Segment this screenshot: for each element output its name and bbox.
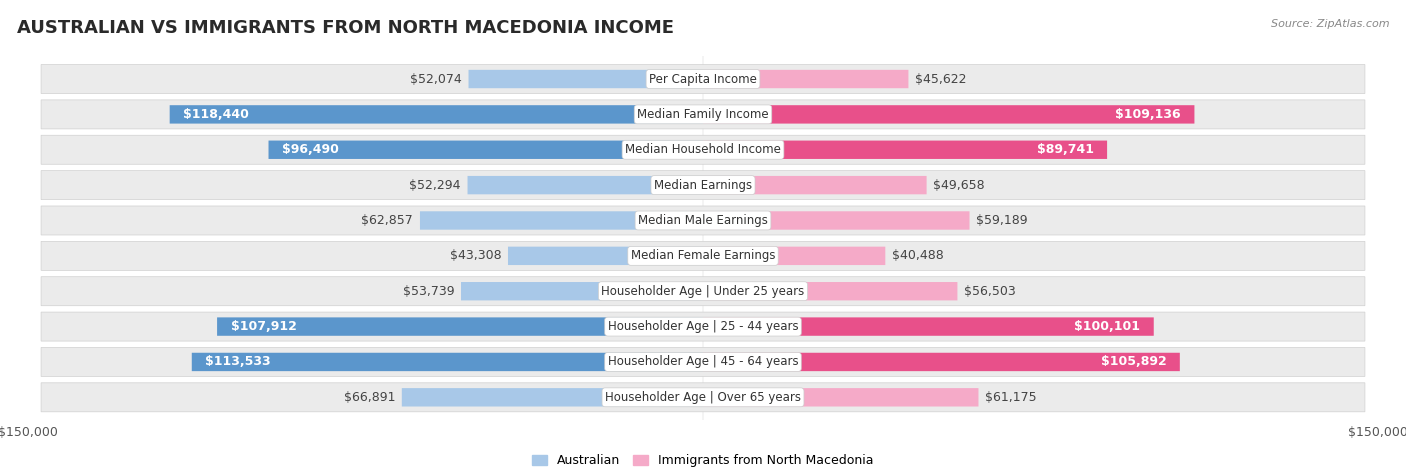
Text: $49,658: $49,658 xyxy=(934,178,986,191)
FancyBboxPatch shape xyxy=(703,282,957,300)
FancyBboxPatch shape xyxy=(703,247,886,265)
FancyBboxPatch shape xyxy=(508,247,703,265)
FancyBboxPatch shape xyxy=(703,176,927,194)
Text: $89,741: $89,741 xyxy=(1036,143,1094,156)
FancyBboxPatch shape xyxy=(41,277,1365,306)
Text: Householder Age | 45 - 64 years: Householder Age | 45 - 64 years xyxy=(607,355,799,368)
Text: $109,136: $109,136 xyxy=(1115,108,1181,121)
Text: $52,074: $52,074 xyxy=(411,72,461,85)
Text: $105,892: $105,892 xyxy=(1101,355,1167,368)
FancyBboxPatch shape xyxy=(41,312,1365,341)
Text: $100,101: $100,101 xyxy=(1074,320,1140,333)
FancyBboxPatch shape xyxy=(420,211,703,230)
Text: Median Family Income: Median Family Income xyxy=(637,108,769,121)
FancyBboxPatch shape xyxy=(703,318,1154,336)
FancyBboxPatch shape xyxy=(217,318,703,336)
Text: AUSTRALIAN VS IMMIGRANTS FROM NORTH MACEDONIA INCOME: AUSTRALIAN VS IMMIGRANTS FROM NORTH MACE… xyxy=(17,19,673,37)
Text: Median Female Earnings: Median Female Earnings xyxy=(631,249,775,262)
FancyBboxPatch shape xyxy=(41,206,1365,235)
FancyBboxPatch shape xyxy=(703,141,1107,159)
Text: $62,857: $62,857 xyxy=(361,214,413,227)
Text: $56,503: $56,503 xyxy=(965,285,1017,298)
Text: Householder Age | Under 25 years: Householder Age | Under 25 years xyxy=(602,285,804,298)
Text: $96,490: $96,490 xyxy=(283,143,339,156)
FancyBboxPatch shape xyxy=(41,64,1365,93)
FancyBboxPatch shape xyxy=(703,211,970,230)
Text: Median Male Earnings: Median Male Earnings xyxy=(638,214,768,227)
FancyBboxPatch shape xyxy=(468,70,703,88)
FancyBboxPatch shape xyxy=(41,100,1365,129)
Text: $113,533: $113,533 xyxy=(205,355,271,368)
Text: Householder Age | 25 - 44 years: Householder Age | 25 - 44 years xyxy=(607,320,799,333)
Text: Householder Age | Over 65 years: Householder Age | Over 65 years xyxy=(605,391,801,404)
Text: $59,189: $59,189 xyxy=(976,214,1028,227)
FancyBboxPatch shape xyxy=(41,170,1365,199)
Text: $61,175: $61,175 xyxy=(986,391,1036,404)
Text: Median Household Income: Median Household Income xyxy=(626,143,780,156)
FancyBboxPatch shape xyxy=(703,70,908,88)
Text: $118,440: $118,440 xyxy=(183,108,249,121)
FancyBboxPatch shape xyxy=(170,105,703,124)
FancyBboxPatch shape xyxy=(461,282,703,300)
Text: $107,912: $107,912 xyxy=(231,320,297,333)
FancyBboxPatch shape xyxy=(41,383,1365,412)
FancyBboxPatch shape xyxy=(703,105,1195,124)
FancyBboxPatch shape xyxy=(402,388,703,406)
Text: $40,488: $40,488 xyxy=(891,249,943,262)
Text: Median Earnings: Median Earnings xyxy=(654,178,752,191)
FancyBboxPatch shape xyxy=(468,176,703,194)
FancyBboxPatch shape xyxy=(269,141,703,159)
Text: Per Capita Income: Per Capita Income xyxy=(650,72,756,85)
FancyBboxPatch shape xyxy=(703,353,1180,371)
Text: Source: ZipAtlas.com: Source: ZipAtlas.com xyxy=(1271,19,1389,28)
Text: $66,891: $66,891 xyxy=(343,391,395,404)
Text: $53,739: $53,739 xyxy=(402,285,454,298)
FancyBboxPatch shape xyxy=(41,135,1365,164)
Text: $52,294: $52,294 xyxy=(409,178,461,191)
Text: $43,308: $43,308 xyxy=(450,249,501,262)
FancyBboxPatch shape xyxy=(41,241,1365,270)
Text: $45,622: $45,622 xyxy=(915,72,967,85)
FancyBboxPatch shape xyxy=(41,347,1365,376)
Legend: Australian, Immigrants from North Macedonia: Australian, Immigrants from North Macedo… xyxy=(527,449,879,467)
FancyBboxPatch shape xyxy=(703,388,979,406)
FancyBboxPatch shape xyxy=(191,353,703,371)
